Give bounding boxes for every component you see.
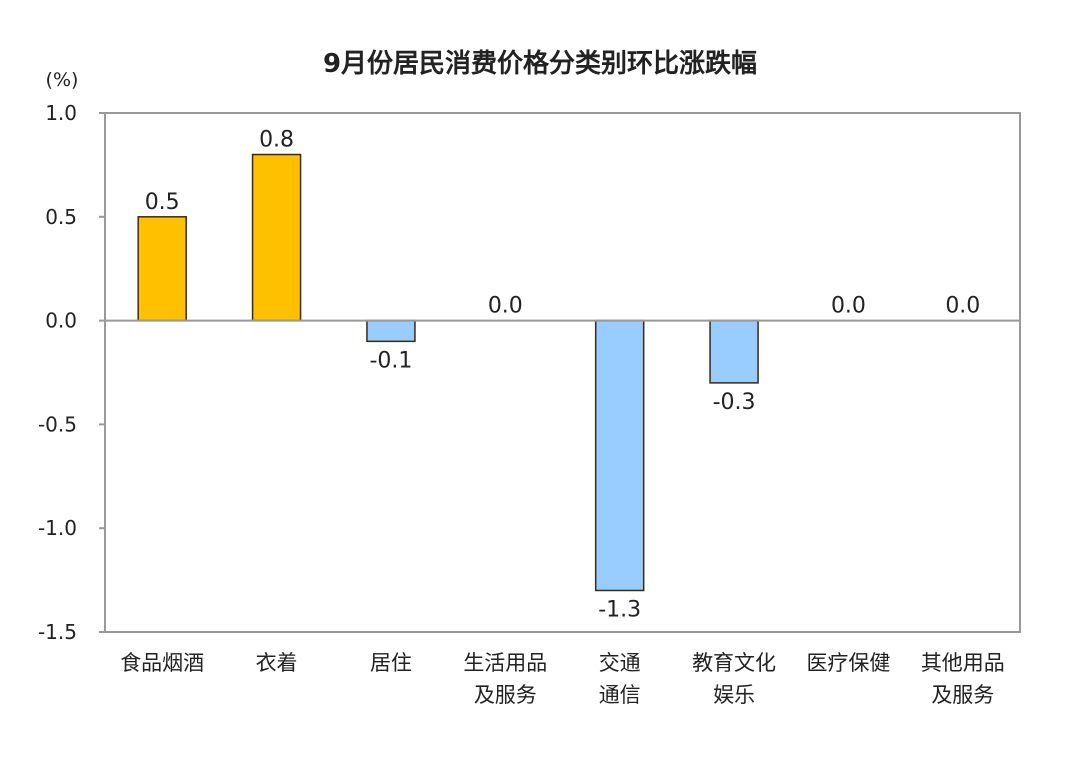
x-tick-label: 及服务 [931, 683, 994, 707]
y-tick-label: 0.5 [45, 205, 77, 229]
y-tick-label: -1.0 [38, 516, 77, 540]
bar [137, 216, 187, 322]
y-tick-label: 0.0 [45, 309, 77, 333]
data-label: 0.5 [145, 190, 180, 215]
x-tick-label: 交通 [599, 651, 641, 675]
y-axis: 1.0 0.5 0.0 -0.5 -1.0 -1.5 [38, 101, 105, 644]
chart-title: 9月份居民消费价格分类别环比涨跌幅 [323, 48, 757, 79]
data-labels: 0.5 0.8 -0.1 0.0 -1.3 -0.3 0.0 0.0 [145, 128, 981, 623]
bars [137, 153, 759, 592]
plot-area-frame [104, 112, 1021, 633]
x-tick-label: 医疗保健 [806, 651, 890, 675]
x-tick-label: 娱乐 [713, 683, 755, 707]
data-label: -1.3 [598, 597, 641, 622]
data-label: 0.0 [831, 294, 866, 319]
x-tick-label: 其他用品 [921, 651, 1005, 675]
bar [709, 319, 759, 384]
data-label: -0.1 [369, 348, 412, 373]
data-label: 0.0 [488, 294, 523, 319]
data-label: 0.0 [945, 294, 980, 319]
bar [251, 153, 302, 322]
x-tick-label: 衣着 [256, 651, 298, 675]
x-tick-label: 通信 [599, 683, 641, 707]
data-label: -0.3 [713, 390, 756, 415]
x-tick-label: 生活用品 [463, 651, 547, 675]
x-tick-label: 食品烟酒 [120, 651, 204, 675]
y-tick-label: -0.5 [38, 412, 77, 436]
y-axis-unit-label: (%) [46, 69, 79, 91]
y-tick-label: -1.5 [38, 620, 77, 644]
x-tick-label: 教育文化 [692, 651, 776, 675]
bar [366, 319, 416, 343]
x-tick-label: 居住 [370, 651, 412, 675]
data-label: 0.8 [259, 128, 294, 153]
bar [594, 319, 645, 592]
y-tick-label: 1.0 [45, 101, 77, 125]
x-tick-label: 及服务 [474, 683, 537, 707]
